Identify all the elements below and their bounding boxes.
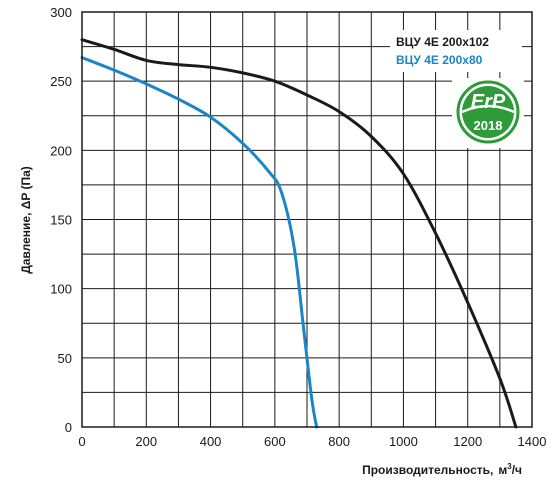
erp-badge-text-top: ErP	[471, 91, 506, 113]
legend: ВЦУ 4Е 200x102 ВЦУ 4Е 200x80	[390, 30, 522, 72]
y-tick-label: 300	[50, 5, 72, 20]
erp-badge-text-bottom: 2018	[474, 118, 503, 133]
y-tick-label: 150	[50, 213, 72, 228]
x-axis-unit-sup: 3	[507, 462, 512, 471]
x-tick-label: 600	[264, 434, 286, 449]
legend-label-series-1: ВЦУ 4Е 200x102	[396, 35, 489, 49]
x-tick-labels: 0 200 400 600 800 1000 1200 1400	[78, 434, 546, 449]
x-axis-unit-tail: /ч	[512, 463, 522, 477]
x-tick-label: 1200	[453, 434, 482, 449]
erp-badge-inner-disc	[462, 86, 514, 138]
y-axis-title: Давление, ΔP (Па)	[19, 166, 33, 274]
x-axis-title: Производительность, м3/ч	[362, 462, 522, 477]
y-tick-labels: 0 50 100 150 200 250 300	[50, 5, 72, 435]
erp-badge-swoosh	[461, 104, 515, 114]
y-tick-label: 200	[50, 143, 72, 158]
x-tick-label: 400	[200, 434, 222, 449]
curves	[80, 38, 518, 429]
plot-border	[81, 11, 533, 428]
x-tick-label: 800	[328, 434, 350, 449]
x-axis-unit-base: м	[498, 463, 507, 477]
legend-label-series-2: ВЦУ 4Е 200x80	[396, 53, 483, 67]
series-line-2	[80, 56, 319, 429]
x-tick-label: 1000	[389, 434, 418, 449]
x-tick-label: 0	[78, 434, 85, 449]
y-tick-label: 100	[50, 282, 72, 297]
legend-background	[390, 30, 522, 72]
x-tick-label: 200	[135, 434, 157, 449]
erp-2018-badge-icon: ErP 2018	[452, 78, 524, 148]
y-tick-label: 250	[50, 74, 72, 89]
y-tick-label: 0	[65, 420, 72, 435]
x-tick-label: 1400	[518, 434, 547, 449]
plot-frame	[81, 11, 533, 428]
series-line-1	[80, 38, 518, 429]
y-tick-label: 50	[58, 351, 72, 366]
x-axis-title-main: Производительность,	[362, 463, 493, 477]
